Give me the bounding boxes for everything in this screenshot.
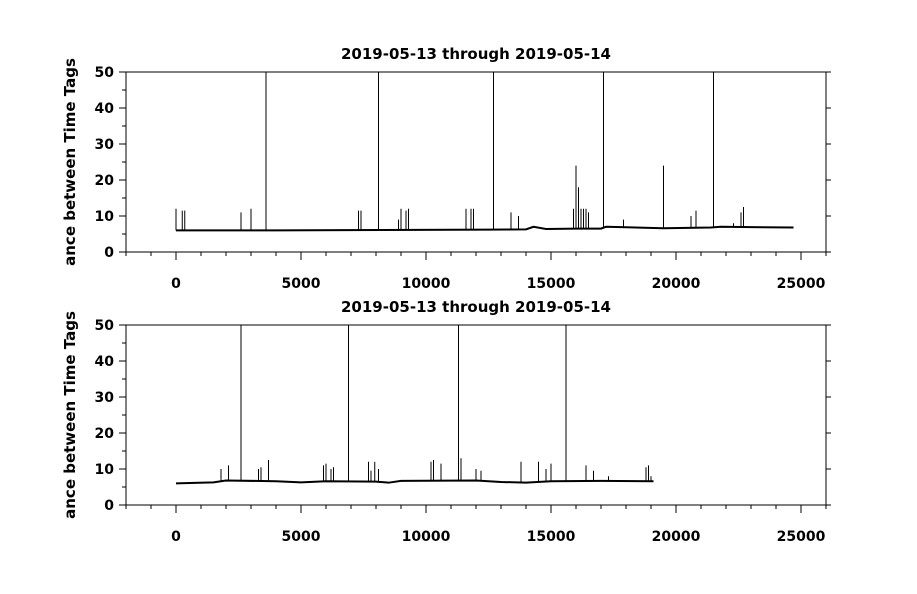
x-tick-label: 10000 xyxy=(402,529,451,545)
chart-title: 2019-05-13 through 2019-05-14 xyxy=(341,45,611,63)
y-axis-label: ance between Time Tags xyxy=(61,58,79,266)
x-tick-label: 0 xyxy=(171,529,181,545)
x-tick-label: 5000 xyxy=(282,529,321,545)
y-axis-label: ance between Time Tags xyxy=(61,311,79,519)
chart-panel-bottom: 2019-05-13 through 2019-05-14 ance betwee… xyxy=(61,298,831,545)
x-tick-label: 10000 xyxy=(402,276,451,292)
y-tick-label: 0 xyxy=(104,498,114,514)
y-tick-label: 30 xyxy=(95,137,115,153)
y-tick-label: 40 xyxy=(95,101,115,117)
y-tick-label: 50 xyxy=(95,318,115,334)
y-tick-label: 10 xyxy=(95,462,115,478)
y-tick-label: 40 xyxy=(95,354,115,370)
y-tick-label: 50 xyxy=(95,65,115,81)
y-tick-label: 20 xyxy=(95,426,115,442)
y-tick-label: 10 xyxy=(95,209,115,225)
x-tick-label: 5000 xyxy=(282,276,321,292)
x-tick-label: 20000 xyxy=(652,529,701,545)
plot-frame xyxy=(125,71,827,253)
x-tick-label: 0 xyxy=(171,276,181,292)
chart-title: 2019-05-13 through 2019-05-14 xyxy=(341,298,611,316)
series-baseline xyxy=(175,479,654,485)
x-tick-label: 15000 xyxy=(527,276,576,292)
y-tick-label: 0 xyxy=(104,245,114,261)
y-tick-label: 30 xyxy=(95,390,115,406)
chart-panel-top: 2019-05-13 through 2019-05-14 ance betwee… xyxy=(61,45,831,292)
series-baseline xyxy=(176,225,794,232)
x-tick-label: 25000 xyxy=(777,529,826,545)
x-tick-label: 25000 xyxy=(777,276,826,292)
x-tick-label: 20000 xyxy=(652,276,701,292)
x-tick-label: 15000 xyxy=(527,529,576,545)
y-tick-label: 20 xyxy=(95,173,115,189)
